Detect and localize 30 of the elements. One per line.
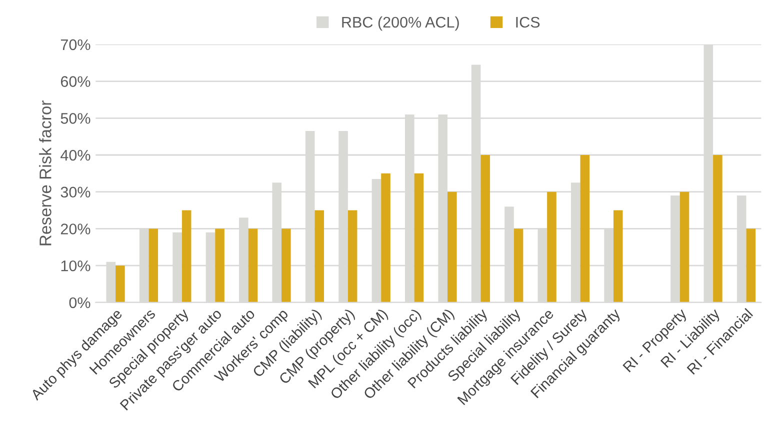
bar	[314, 210, 324, 302]
y-tick-label: 70%	[60, 39, 90, 50]
bar	[348, 210, 358, 302]
y-tick-label: 0%	[69, 297, 90, 308]
y-tick-label: 50%	[60, 113, 90, 124]
bar	[414, 173, 424, 302]
bar	[746, 228, 756, 302]
bar	[148, 228, 158, 302]
bar	[381, 173, 390, 302]
legend-label: RBC (200% ACL)	[342, 16, 459, 31]
bar	[215, 228, 224, 302]
bar	[480, 155, 490, 302]
y-tick-label: 40%	[60, 150, 90, 161]
y-axis-title: Reserve Risk facror	[39, 100, 52, 246]
bar	[514, 228, 524, 302]
bar	[713, 155, 722, 302]
bar	[613, 210, 623, 302]
bar	[116, 266, 125, 302]
bar	[547, 192, 556, 302]
y-tick-label: 20%	[60, 224, 90, 234]
bar	[580, 155, 590, 302]
y-tick-label: 30%	[60, 186, 90, 198]
bar	[447, 192, 457, 302]
y-tick-label: 60%	[60, 76, 90, 87]
bar	[282, 228, 291, 302]
bar	[248, 228, 258, 302]
bar	[182, 210, 192, 302]
legend-label: ICS	[516, 16, 540, 28]
y-tick-label: 10%	[61, 260, 90, 272]
bar	[680, 192, 690, 302]
